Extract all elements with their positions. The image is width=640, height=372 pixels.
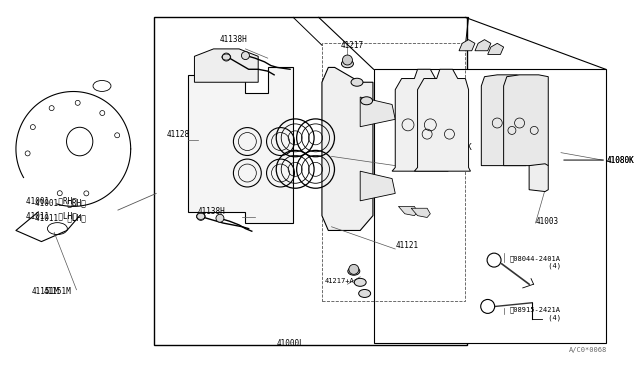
Polygon shape	[529, 164, 548, 192]
Polygon shape	[360, 97, 396, 127]
Text: 41121: 41121	[396, 241, 419, 250]
Text: 41217+A▲: 41217+A▲	[325, 278, 359, 283]
Text: 41151M: 41151M	[44, 287, 71, 296]
Circle shape	[222, 53, 230, 61]
Text: Ⓠ08915-2421A
         (4): Ⓠ08915-2421A (4)	[510, 307, 561, 321]
Ellipse shape	[342, 60, 353, 68]
Text: 41138H: 41138H	[220, 35, 248, 44]
Polygon shape	[414, 69, 470, 171]
Text: 41217: 41217	[341, 41, 364, 50]
Text: 41001  〈RH〉: 41001 〈RH〉	[26, 196, 76, 205]
Bar	[154, 17, 467, 345]
Ellipse shape	[348, 267, 360, 275]
Text: 41011  〈LH〉: 41011 〈LH〉	[35, 213, 86, 222]
Ellipse shape	[351, 78, 363, 86]
Text: 41128: 41128	[167, 130, 190, 140]
Text: 41011  〈LH〉: 41011 〈LH〉	[26, 211, 76, 220]
Text: 41000L: 41000L	[276, 339, 304, 348]
Text: 41001  〈RH〉: 41001 〈RH〉	[35, 198, 86, 207]
Ellipse shape	[360, 97, 372, 105]
Bar	[374, 69, 606, 343]
Polygon shape	[475, 40, 491, 51]
Polygon shape	[392, 69, 448, 171]
Circle shape	[349, 264, 359, 275]
Polygon shape	[322, 67, 373, 231]
Polygon shape	[411, 208, 430, 218]
Text: Ⓑ08044-2401A
         (4): Ⓑ08044-2401A (4)	[510, 255, 561, 269]
Bar	[322, 44, 465, 301]
Text: M: M	[485, 304, 490, 309]
Ellipse shape	[354, 278, 366, 286]
Circle shape	[342, 55, 353, 65]
Text: 41000K: 41000K	[445, 142, 473, 152]
Polygon shape	[195, 49, 258, 82]
Circle shape	[197, 212, 205, 220]
Polygon shape	[399, 206, 417, 216]
Polygon shape	[488, 44, 504, 54]
Text: 41080K: 41080K	[607, 156, 635, 165]
Text: 41003: 41003	[536, 217, 559, 226]
Polygon shape	[504, 75, 548, 166]
Polygon shape	[459, 40, 475, 51]
Text: A/C0*0068: A/C0*0068	[569, 347, 607, 353]
Polygon shape	[481, 75, 526, 166]
Text: 41151M: 41151M	[32, 287, 60, 296]
Text: 41138H: 41138H	[198, 208, 225, 217]
Circle shape	[216, 214, 224, 222]
Text: 41080K: 41080K	[607, 156, 635, 165]
Polygon shape	[188, 67, 293, 223]
Circle shape	[241, 52, 250, 60]
Ellipse shape	[358, 289, 371, 298]
Text: B: B	[492, 257, 497, 263]
Polygon shape	[360, 171, 396, 201]
Circle shape	[481, 299, 495, 313]
Circle shape	[487, 253, 501, 267]
Text: 41121: 41121	[396, 157, 419, 166]
